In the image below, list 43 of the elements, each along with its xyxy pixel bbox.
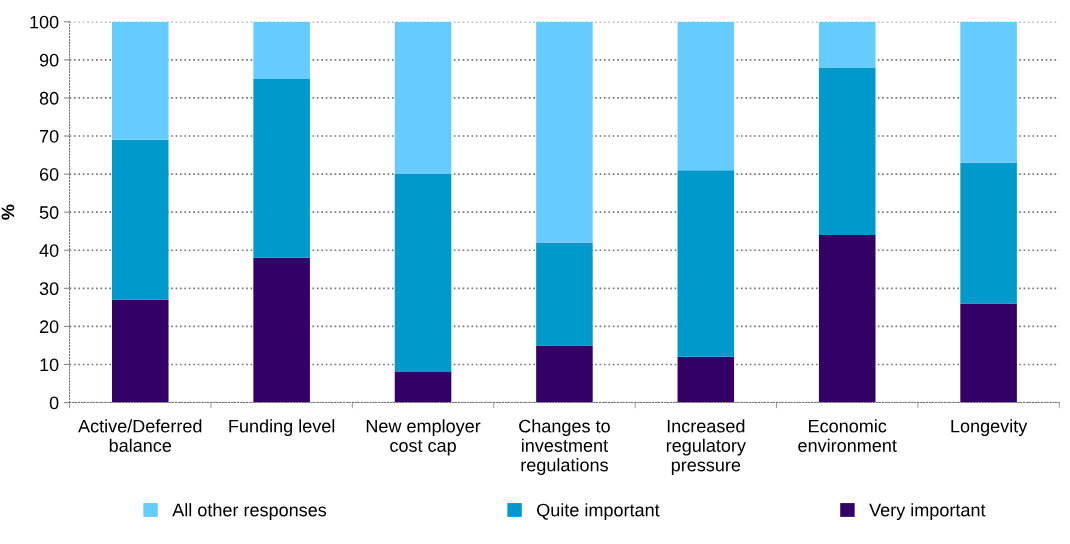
y-tick-label: 90 xyxy=(39,53,59,67)
bar xyxy=(536,345,593,403)
x-tick-label: Active/Deferred balance xyxy=(78,419,202,452)
x-tick-label: New employer cost cap xyxy=(366,419,481,456)
y-tick-label: 70 xyxy=(39,129,59,143)
bar xyxy=(960,303,1017,403)
y-axis-title: % xyxy=(1,204,15,220)
legend-label: Very important xyxy=(869,503,986,521)
y-tick-label: 50 xyxy=(39,206,59,219)
bar xyxy=(253,21,310,79)
bar xyxy=(536,21,593,243)
bar xyxy=(394,372,452,403)
legend-label: All other responses xyxy=(172,503,327,521)
y-tick-label: 100 xyxy=(30,15,59,29)
y-tick-label: 10 xyxy=(40,358,59,372)
y-tick-label: 30 xyxy=(39,282,59,296)
bar xyxy=(111,139,169,300)
bar xyxy=(818,67,876,236)
bar xyxy=(394,174,452,373)
x-tick-label: Funding level xyxy=(229,419,335,437)
x-tick-label: Changes to investment regulations xyxy=(519,419,610,475)
bar xyxy=(253,78,310,258)
bar xyxy=(677,170,735,357)
y-tick-label: 60 xyxy=(39,168,59,181)
y-tick-label: 80 xyxy=(39,91,59,105)
bar xyxy=(677,356,735,403)
bar xyxy=(960,162,1017,304)
y-tick-label: 40 xyxy=(39,244,59,257)
x-tick-label: Longevity xyxy=(951,419,1028,437)
bar xyxy=(536,242,593,346)
bar xyxy=(111,299,169,403)
x-tick-label: Increased regulatory pressure xyxy=(666,419,746,475)
bar xyxy=(111,21,169,140)
bar xyxy=(960,21,1017,163)
bar xyxy=(818,235,876,403)
y-tick-label: 20 xyxy=(39,320,59,334)
bar xyxy=(394,21,452,175)
y-tick-label: 0 xyxy=(49,396,59,410)
legend-label: Quite important xyxy=(537,503,660,521)
bar xyxy=(677,21,735,171)
bar xyxy=(818,21,876,68)
bar xyxy=(253,257,310,403)
x-tick-label: Economic environment xyxy=(798,419,897,452)
